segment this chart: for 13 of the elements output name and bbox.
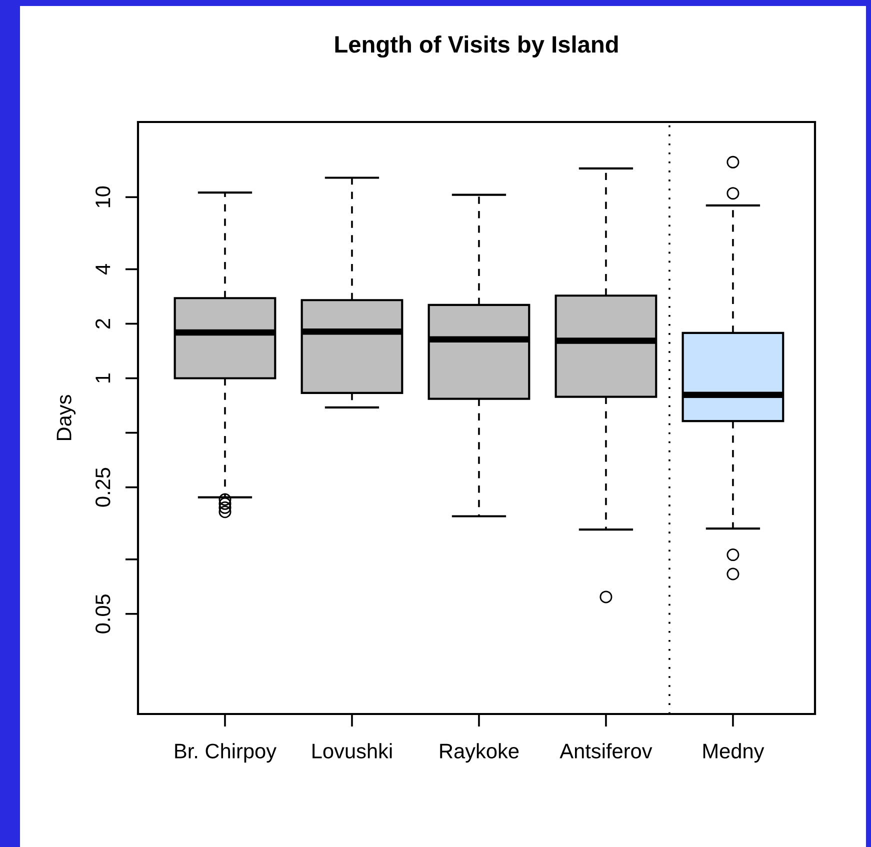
- y-tick-label: 10: [96, 186, 110, 208]
- x-tick-label: Lovushki: [312, 743, 392, 758]
- y-tick-label: 1: [96, 373, 110, 382]
- y-tick-label: 4: [96, 264, 110, 275]
- x-tick-label: Medny: [703, 743, 764, 763]
- y-tick-label: 0.25: [96, 468, 110, 507]
- x-tick-label: Br. Chirpoy: [175, 743, 276, 763]
- x-tick-label: Raykoke: [440, 743, 519, 763]
- y-axis-title: Days: [56, 395, 76, 440]
- x-tick-label: Antsiferov: [560, 743, 652, 758]
- chart-title: Length of Visits by Island: [335, 35, 618, 58]
- y-tick-label: 2: [96, 318, 110, 328]
- y-tick-label: 0.05: [96, 594, 110, 634]
